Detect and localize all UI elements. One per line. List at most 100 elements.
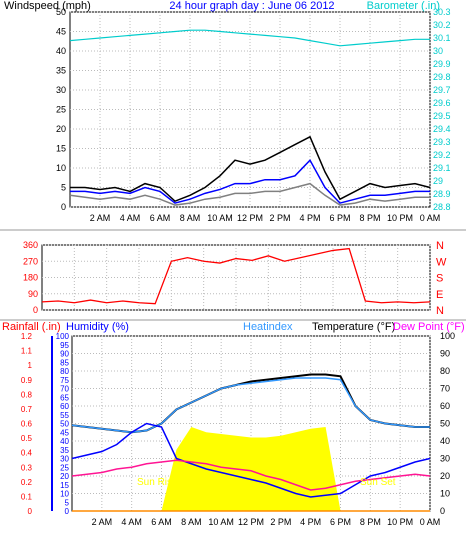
- x-tick-label: 12 PM: [237, 213, 263, 223]
- compass-label: S: [436, 273, 443, 285]
- temp-tick-label: 100: [440, 331, 455, 341]
- y-tick-label: 10: [56, 163, 66, 173]
- wind-series: [69, 29, 431, 206]
- barometer-tick-label: 30.1: [433, 33, 451, 43]
- legend-dewpoint: Dew Point (°F): [393, 321, 465, 333]
- x-tick-label: 6 AM: [150, 213, 171, 223]
- temp-tick-label: 60: [440, 401, 450, 411]
- x-tick-label: 10 AM: [207, 213, 233, 223]
- rain-tick-label: 0.5: [21, 434, 33, 443]
- compass-label: N: [436, 305, 444, 317]
- humidity-tick-label: 5: [65, 498, 70, 507]
- humidity-tick-label: 75: [60, 376, 69, 385]
- temp-tick-label: 80: [440, 366, 450, 376]
- barometer-tick-label: 29.1: [433, 163, 451, 173]
- temp-series: [71, 373, 431, 512]
- barometer-y-ticks: 28.8 28.9 29 29.1 29.2 29.3 29.4 29.5 29.6 29.7 29…: [433, 7, 451, 212]
- barometer-tick-label: 29.7: [433, 85, 451, 95]
- wind-grid: [70, 11, 431, 208]
- x-tick-label: 2 AM: [92, 517, 113, 527]
- x-tick-label: 2 PM: [269, 213, 290, 223]
- sunrise-label: Sun Rise: [137, 477, 178, 488]
- x-tick-label: 10 PM: [387, 517, 413, 527]
- series-line: [70, 158, 430, 204]
- chart-title: 24 hour graph day : June 06 2012: [169, 0, 334, 12]
- y-tick-label: 20: [56, 124, 66, 134]
- x-tick-label: 8 PM: [359, 213, 380, 223]
- direction-tick-label: 0: [33, 305, 38, 315]
- x-tick-label: 2 AM: [90, 213, 111, 223]
- barometer-tick-label: 28.8: [433, 202, 451, 212]
- temp-x-ticks: 2 AM 4 AM 6 AM 8 AM 10 AM 12 PM 2 PM 4 PM 6 PM 8 …: [92, 517, 441, 527]
- humidity-tick-label: 45: [60, 428, 69, 437]
- humidity-tick-label: 20: [60, 472, 69, 481]
- legend-rainfall: Rainfall (.in): [2, 321, 61, 333]
- humidity-tick-label: 30: [60, 455, 69, 464]
- rain-tick-label: 1.2: [21, 332, 33, 341]
- temp-tick-label: 90: [440, 349, 450, 359]
- humidity-tick-label: 40: [60, 437, 69, 446]
- barometer-tick-label: 29: [433, 176, 443, 186]
- barometer-tick-label: 30.2: [433, 20, 451, 30]
- rain-tick-label: 0.1: [21, 492, 33, 501]
- windspeed-axis-label: Windspeed (mph): [4, 0, 91, 12]
- humidity-tick-label: 15: [60, 481, 69, 490]
- humidity-tick-label: 10: [60, 490, 69, 499]
- humidity-tick-label: 25: [60, 463, 69, 472]
- x-tick-label: 10 PM: [387, 213, 413, 223]
- compass-label: E: [436, 289, 443, 301]
- y-tick-label: 5: [61, 183, 66, 193]
- humidity-y-ticks: 0510152025303540455055606570758085909510…: [51, 332, 70, 516]
- direction-grid: [42, 244, 431, 311]
- humidity-tick-label: 60: [60, 402, 69, 411]
- rain-tick-label: 0.2: [21, 478, 33, 487]
- rain-tick-label: 0.3: [21, 463, 33, 472]
- humidity-tick-label: 70: [60, 385, 69, 394]
- barometer-tick-label: 29.2: [433, 150, 451, 160]
- temp-tick-label: 30: [440, 454, 450, 464]
- sunset-label: Sun Set: [360, 477, 396, 488]
- humidity-tick-label: 100: [56, 332, 70, 341]
- x-tick-label: 8 AM: [181, 517, 202, 527]
- humidity-tick-label: 50: [60, 420, 69, 429]
- series-line: [70, 135, 431, 203]
- compass-label: N: [436, 240, 444, 252]
- y-tick-label: 25: [56, 105, 66, 115]
- x-tick-label: 4 AM: [121, 517, 142, 527]
- x-tick-label: 8 PM: [360, 517, 381, 527]
- direction-tick-label: 360: [23, 240, 38, 250]
- temp-tick-label: 40: [440, 436, 450, 446]
- x-tick-label: 6 PM: [330, 517, 351, 527]
- x-tick-label: 6 AM: [151, 517, 172, 527]
- x-tick-label: 8 AM: [180, 213, 201, 223]
- rain-tick-label: 1.1: [21, 347, 33, 356]
- wind-x-ticks: 2 AM 4 AM 6 AM 8 AM 10 AM 12 PM 2 PM 4 PM 6 PM 8 …: [90, 213, 441, 223]
- legend-temperature: Temperature (°F): [312, 321, 395, 333]
- compass-label: W: [436, 256, 447, 268]
- humidity-tick-label: 80: [60, 367, 69, 376]
- x-tick-label: 0 AM: [420, 517, 441, 527]
- solar-area: [72, 427, 430, 511]
- direction-tick-label: 270: [23, 256, 38, 266]
- series-line: [69, 182, 430, 206]
- y-tick-label: 45: [56, 27, 66, 37]
- barometer-tick-label: 29.9: [433, 59, 451, 69]
- direction-line: [41, 247, 431, 305]
- legend-heatindex: Heatindex: [243, 321, 293, 333]
- barometer-tick-label: 29.8: [433, 72, 451, 82]
- series-line: [71, 422, 431, 498]
- temp-tick-label: 70: [440, 384, 450, 394]
- temp-tick-label: 50: [440, 419, 450, 429]
- direction-tick-label: 90: [28, 289, 38, 299]
- y-tick-label: 50: [56, 7, 66, 17]
- x-tick-label: 4 PM: [300, 517, 321, 527]
- x-tick-label: 4 PM: [299, 213, 320, 223]
- y-tick-label: 35: [56, 66, 66, 76]
- humidity-tick-label: 90: [60, 350, 69, 359]
- barometer-tick-label: 30: [433, 46, 443, 56]
- x-tick-label: 4 AM: [120, 213, 141, 223]
- direction-y-ticks: 0 90 180 270 360: [23, 240, 38, 315]
- y-tick-label: 15: [56, 144, 66, 154]
